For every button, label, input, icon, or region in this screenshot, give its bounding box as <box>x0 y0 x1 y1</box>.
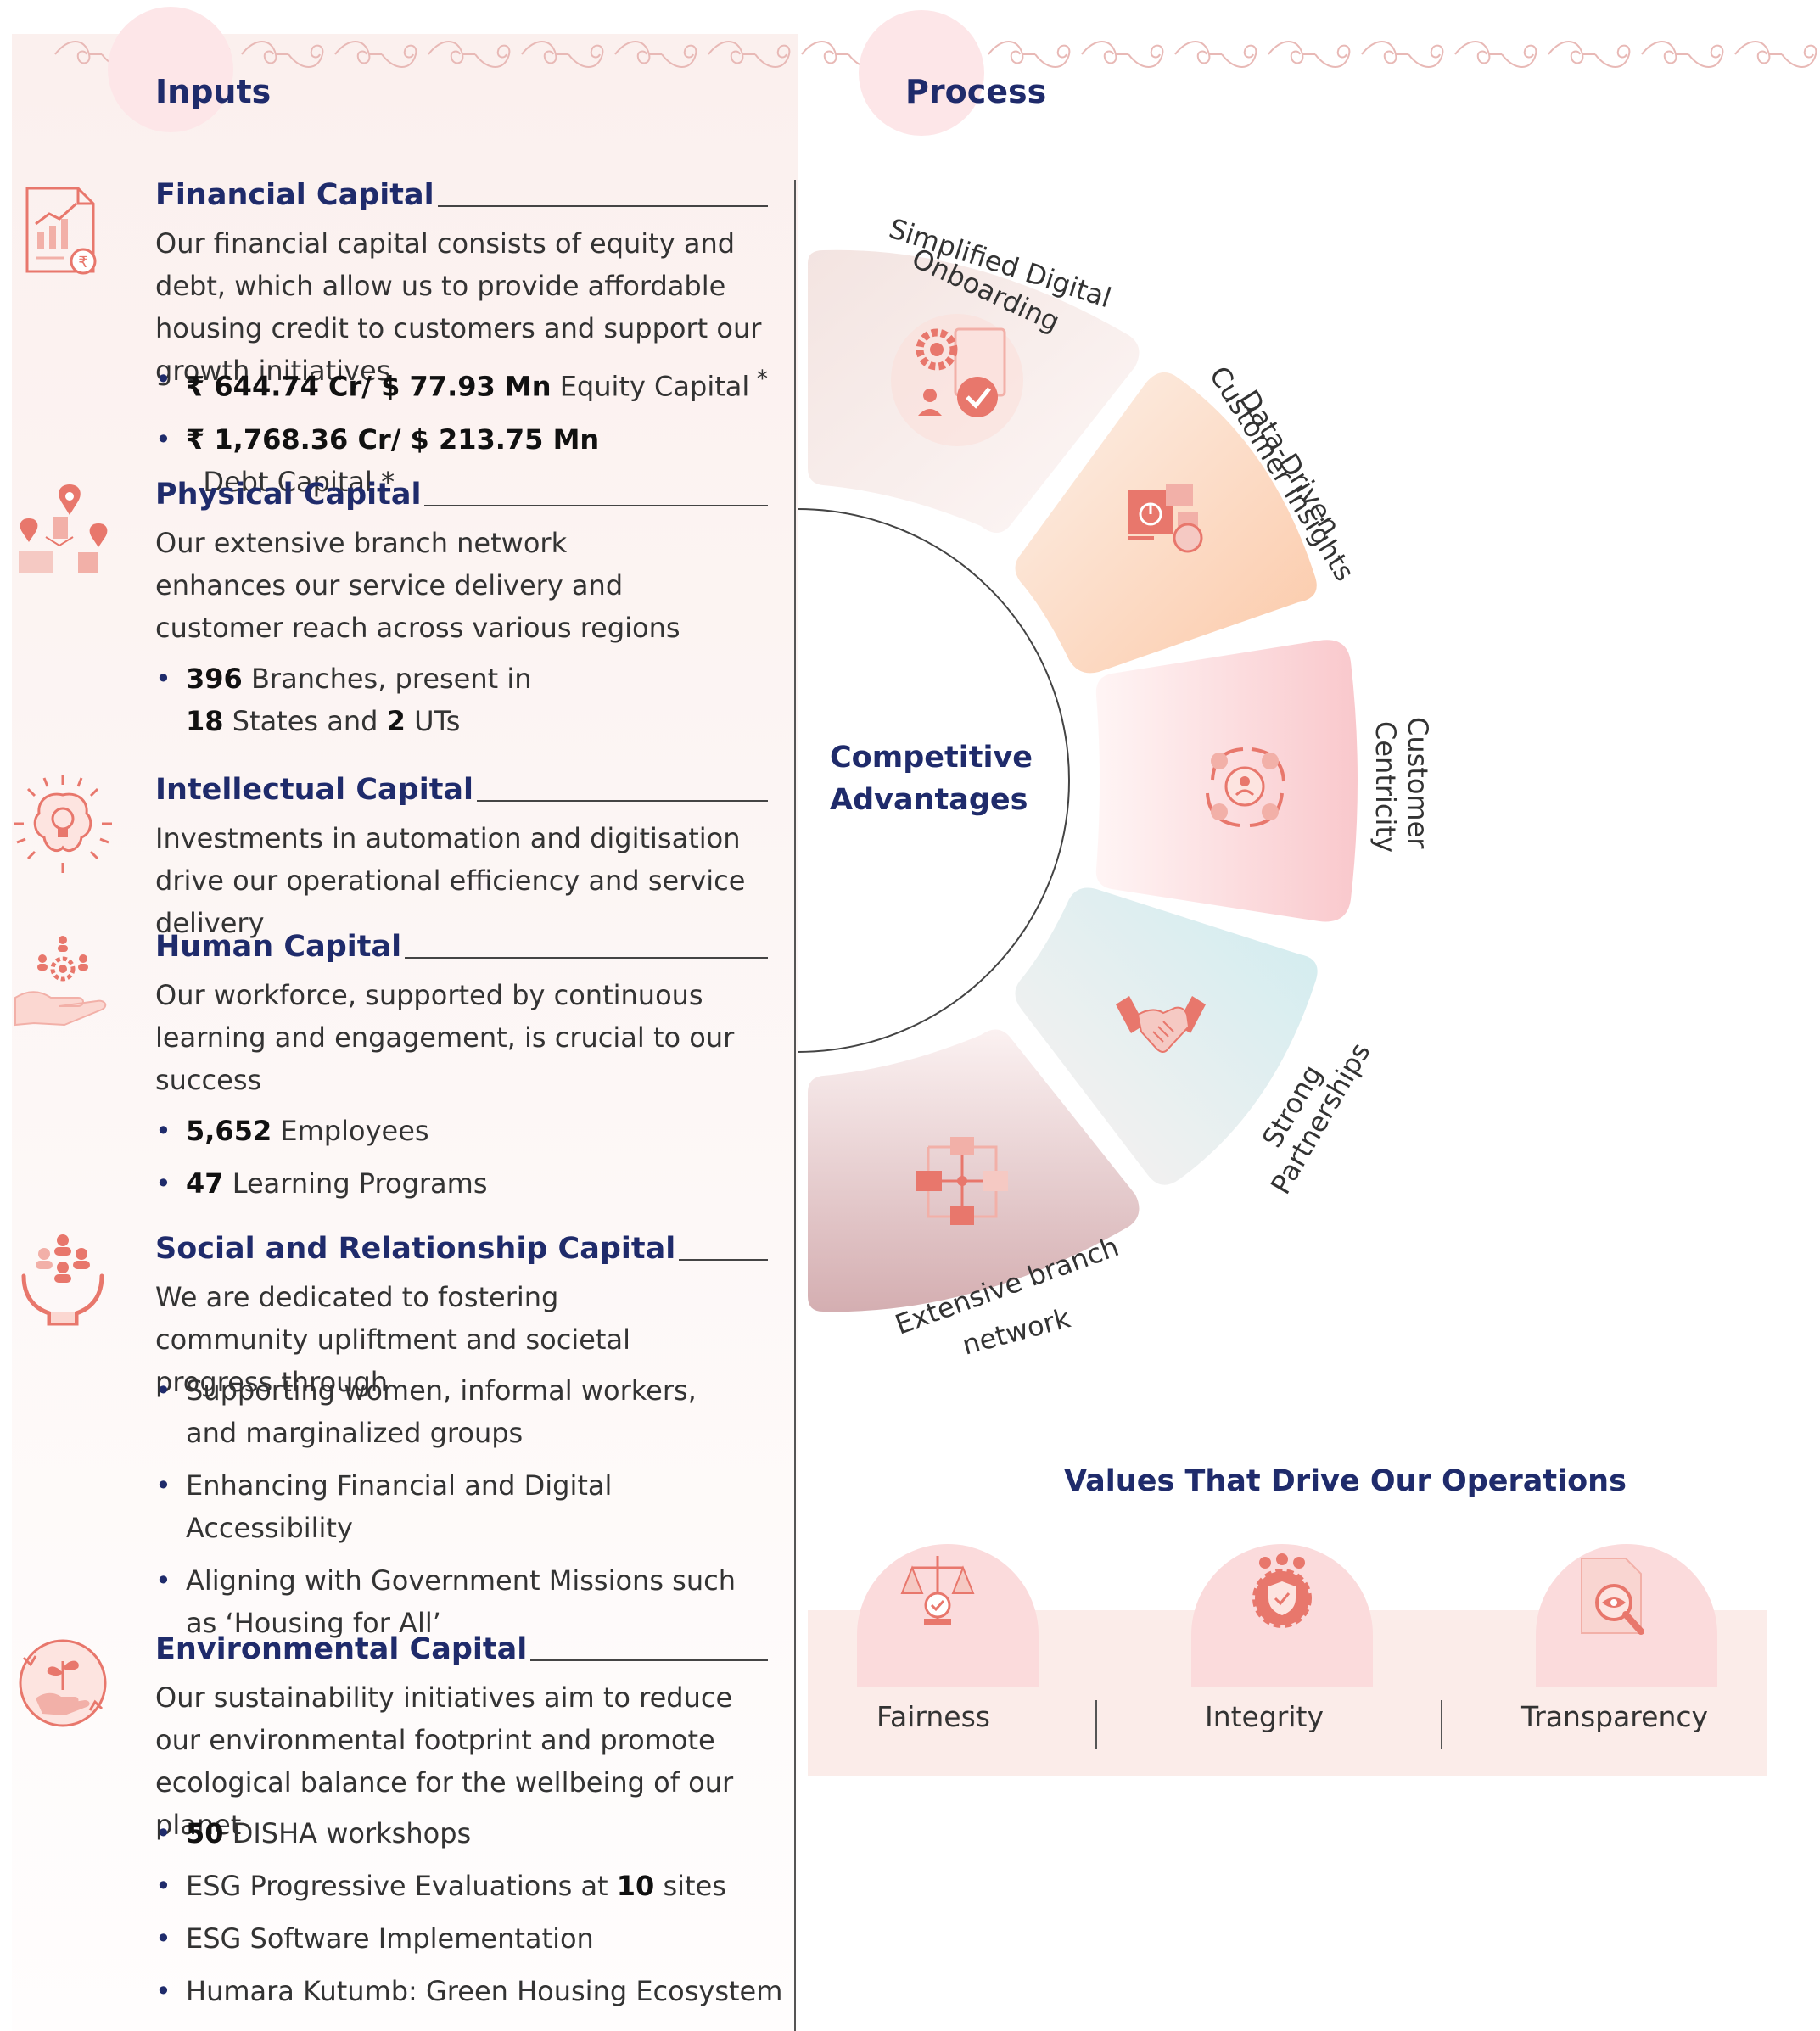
social-relationship-capital-bullets: Supporting women, informal workers, and … <box>155 1369 783 1654</box>
value-transparency-label: Transparency <box>1520 1700 1709 1733</box>
label-customer-centricity-line1: Customer <box>1402 717 1434 849</box>
value-integrity-label: Integrity <box>1204 1700 1324 1733</box>
intellectual-capital-title: Intellectual Capital <box>155 773 474 807</box>
list-item: 47 Learning Programs <box>155 1162 783 1205</box>
value-fairness-label: Fairness <box>876 1700 990 1733</box>
document-eye-icon <box>1581 1558 1644 1635</box>
list-item: Humara Kutumb: Green Housing Ecosystem <box>155 1970 783 2012</box>
balance-scale-icon <box>900 1556 975 1625</box>
financial-capital-bullets: ₹ 644.74 Cr/ $ 77.93 Mn Equity Capital *… <box>155 358 783 513</box>
center-arc <box>798 508 1070 1053</box>
financial-capital-title: Financial Capital <box>155 178 434 212</box>
process-heading: Process <box>905 73 1047 110</box>
process-bubble <box>859 10 984 136</box>
list-item: Supporting women, informal workers, and … <box>155 1369 729 1454</box>
intellectual-capital-description: Investments in automation and digitisati… <box>155 822 746 939</box>
list-item: ₹ 644.74 Cr/ $ 77.93 Mn Equity Capital * <box>155 358 783 408</box>
digital-onboarding-icon <box>891 314 1023 446</box>
shield-people-icon <box>1252 1553 1312 1628</box>
values-divider <box>1095 1700 1097 1749</box>
community-hands-icon <box>21 1234 104 1326</box>
hand-people-gear-icon <box>14 936 107 1027</box>
title-rule <box>477 800 768 802</box>
title-rule <box>405 957 768 959</box>
physical-capital-title: Physical Capital <box>155 478 422 512</box>
fairness-circle <box>857 1544 1039 1687</box>
competitive-advantages-wheel <box>798 249 1358 1312</box>
competitive-advantages-title: Competitive Advantages <box>830 741 1033 817</box>
data-dashboard-icon <box>1128 484 1203 553</box>
list-item: Enhancing Financial and Digital Accessib… <box>155 1464 783 1549</box>
plant-hand-icon <box>19 1639 107 1727</box>
title-rule <box>424 505 768 506</box>
column-divider <box>794 180 796 2031</box>
human-capital-bullets: 5,652 Employees 47 Learning Programs <box>155 1110 783 1215</box>
list-item: ESG Progressive Evaluations at 10 sites <box>155 1865 783 1907</box>
lightbulb-brain-icon <box>14 775 112 873</box>
social-relationship-capital-title: Social and Relationship Capital <box>155 1232 676 1266</box>
inputs-bubble <box>108 7 233 132</box>
branch-network-icon <box>19 484 108 573</box>
list-item: Aligning with Government Missions such a… <box>155 1559 746 1644</box>
label-customer-centricity-line2: Centricity <box>1369 721 1402 853</box>
title-rule <box>437 205 768 207</box>
svg-text:₹: ₹ <box>78 254 87 271</box>
physical-capital-description: Our extensive branch network enhances ou… <box>155 527 680 644</box>
customer-cycle-icon <box>1206 747 1285 827</box>
transparency-circle <box>1536 1544 1717 1687</box>
segment-extensive-branch-network <box>808 1029 1140 1312</box>
inputs-heading: Inputs <box>155 73 272 110</box>
environmental-capital-bullets: 50 DISHA workshops ESG Progressive Evalu… <box>155 1812 783 2023</box>
list-item: ₹ 1,768.36 Cr/ $ 213.75 Mn Debt Capital … <box>155 418 783 503</box>
branch-network-grid-icon <box>916 1137 1008 1225</box>
environmental-capital-title: Environmental Capital <box>155 1632 528 1666</box>
title-rule <box>679 1259 768 1261</box>
financial-report-icon: ₹ <box>25 187 97 275</box>
integrity-circle <box>1191 1544 1373 1687</box>
values-title: Values That Drive Our Operations <box>1064 1464 1627 1498</box>
list-item: ESG Software Implementation <box>155 1917 783 1960</box>
human-capital-title: Human Capital <box>155 930 402 964</box>
values-divider <box>1441 1700 1442 1749</box>
list-item: 5,652 Employees <box>155 1110 783 1152</box>
title-rule <box>530 1659 768 1661</box>
handshake-icon <box>1116 996 1206 1053</box>
list-item: 50 DISHA workshops <box>155 1812 783 1855</box>
human-capital-description: Our workforce, supported by continuous l… <box>155 979 735 1096</box>
